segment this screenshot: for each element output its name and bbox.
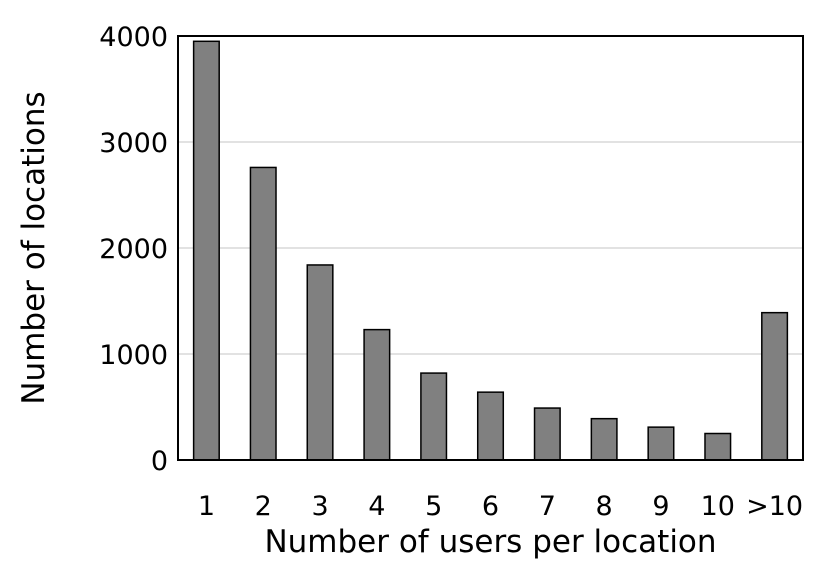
- y-tick-label: 0: [151, 446, 168, 477]
- x-tick-label: 6: [482, 491, 499, 522]
- bar->10: [761, 311, 789, 461]
- y-tick-label: 4000: [99, 22, 168, 53]
- y-tick-label: 1000: [99, 340, 168, 371]
- x-tick-label: 1: [198, 491, 215, 522]
- bar-2: [249, 166, 277, 461]
- x-tick-label: 7: [539, 491, 556, 522]
- bar-4: [363, 328, 391, 461]
- bar-8: [590, 417, 618, 461]
- y-axis-title: Number of locations: [16, 91, 52, 404]
- bar-6: [476, 391, 505, 461]
- y-tick-label: 2000: [99, 234, 168, 265]
- x-tick-label: 4: [368, 491, 385, 522]
- bar-5: [420, 372, 448, 461]
- x-tick-label: 3: [311, 491, 328, 522]
- y-axis-ticks: 0 1000 2000 3000 4000: [99, 22, 168, 477]
- plot-frame: [177, 35, 804, 461]
- bar-1: [192, 40, 220, 461]
- bar-3: [306, 264, 334, 461]
- x-tick-label: 8: [596, 491, 613, 522]
- x-tick-label: 10: [701, 491, 735, 522]
- y-tick-label: 3000: [99, 128, 168, 159]
- x-axis-title: Number of users per location: [264, 524, 716, 560]
- x-tick-label: 2: [255, 491, 272, 522]
- bars: [192, 40, 789, 461]
- x-tick-label: 9: [652, 491, 669, 522]
- gridlines: [178, 141, 803, 355]
- bar-9: [647, 426, 675, 461]
- bar-10: [704, 432, 732, 461]
- x-tick-label: >10: [746, 491, 803, 522]
- bar-7: [533, 407, 561, 461]
- x-tick-label: 5: [425, 491, 442, 522]
- x-axis-ticks: 1 2 3 4 5 6 7 8 9 10 >10: [198, 491, 803, 522]
